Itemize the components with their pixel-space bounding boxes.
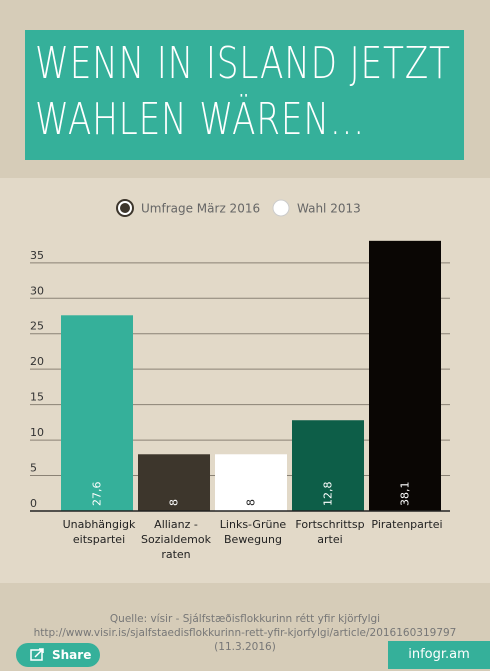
title-line: WENN IN ISLAND JETZT [35, 38, 451, 89]
bar [215, 454, 287, 511]
share-button[interactable]: Share [16, 643, 100, 667]
bar [61, 315, 133, 511]
title-line: WAHLEN WÄREN... [35, 94, 365, 145]
y-tick-label: 25 [30, 320, 44, 333]
x-tick-label: Links-Grüne Bewegung [219, 518, 287, 546]
value-label: 12,8 [322, 482, 335, 507]
legend-marker [120, 203, 130, 213]
value-label: 38,1 [399, 482, 412, 507]
value-label: 8 [245, 499, 258, 506]
legend-label: Wahl 2013 [297, 202, 361, 216]
bar [292, 420, 364, 511]
x-tick-label: Piratenpartei [371, 518, 443, 531]
x-tick-label: Allianz - Sozialdemokraten [141, 518, 211, 561]
legend-marker [272, 199, 290, 217]
bar [369, 240, 441, 511]
legend-label: Umfrage März 2016 [141, 202, 260, 216]
y-tick-label: 35 [30, 249, 44, 262]
y-tick-label: 20 [30, 355, 44, 368]
y-tick-label: 10 [30, 426, 44, 439]
brand[interactable]: infogr.am [388, 641, 490, 669]
y-tick-label: 15 [30, 391, 44, 404]
y-tick-label: 5 [30, 462, 37, 475]
title-box: WENN IN ISLAND JETZT WAHLEN WÄREN... [25, 30, 464, 160]
bar [138, 454, 210, 511]
y-tick-label: 30 [30, 284, 44, 297]
x-tick-label: Fortschrittspartei [295, 518, 365, 546]
x-tick-label: Unabhängigkeitspartei [62, 518, 136, 546]
value-label: 8 [168, 499, 181, 506]
value-label: 27,6 [91, 482, 104, 507]
source: Quelle: vísir - Sjálfstæðisflokkurinn ré… [33, 613, 457, 653]
y-tick-label: 0 [30, 497, 37, 510]
